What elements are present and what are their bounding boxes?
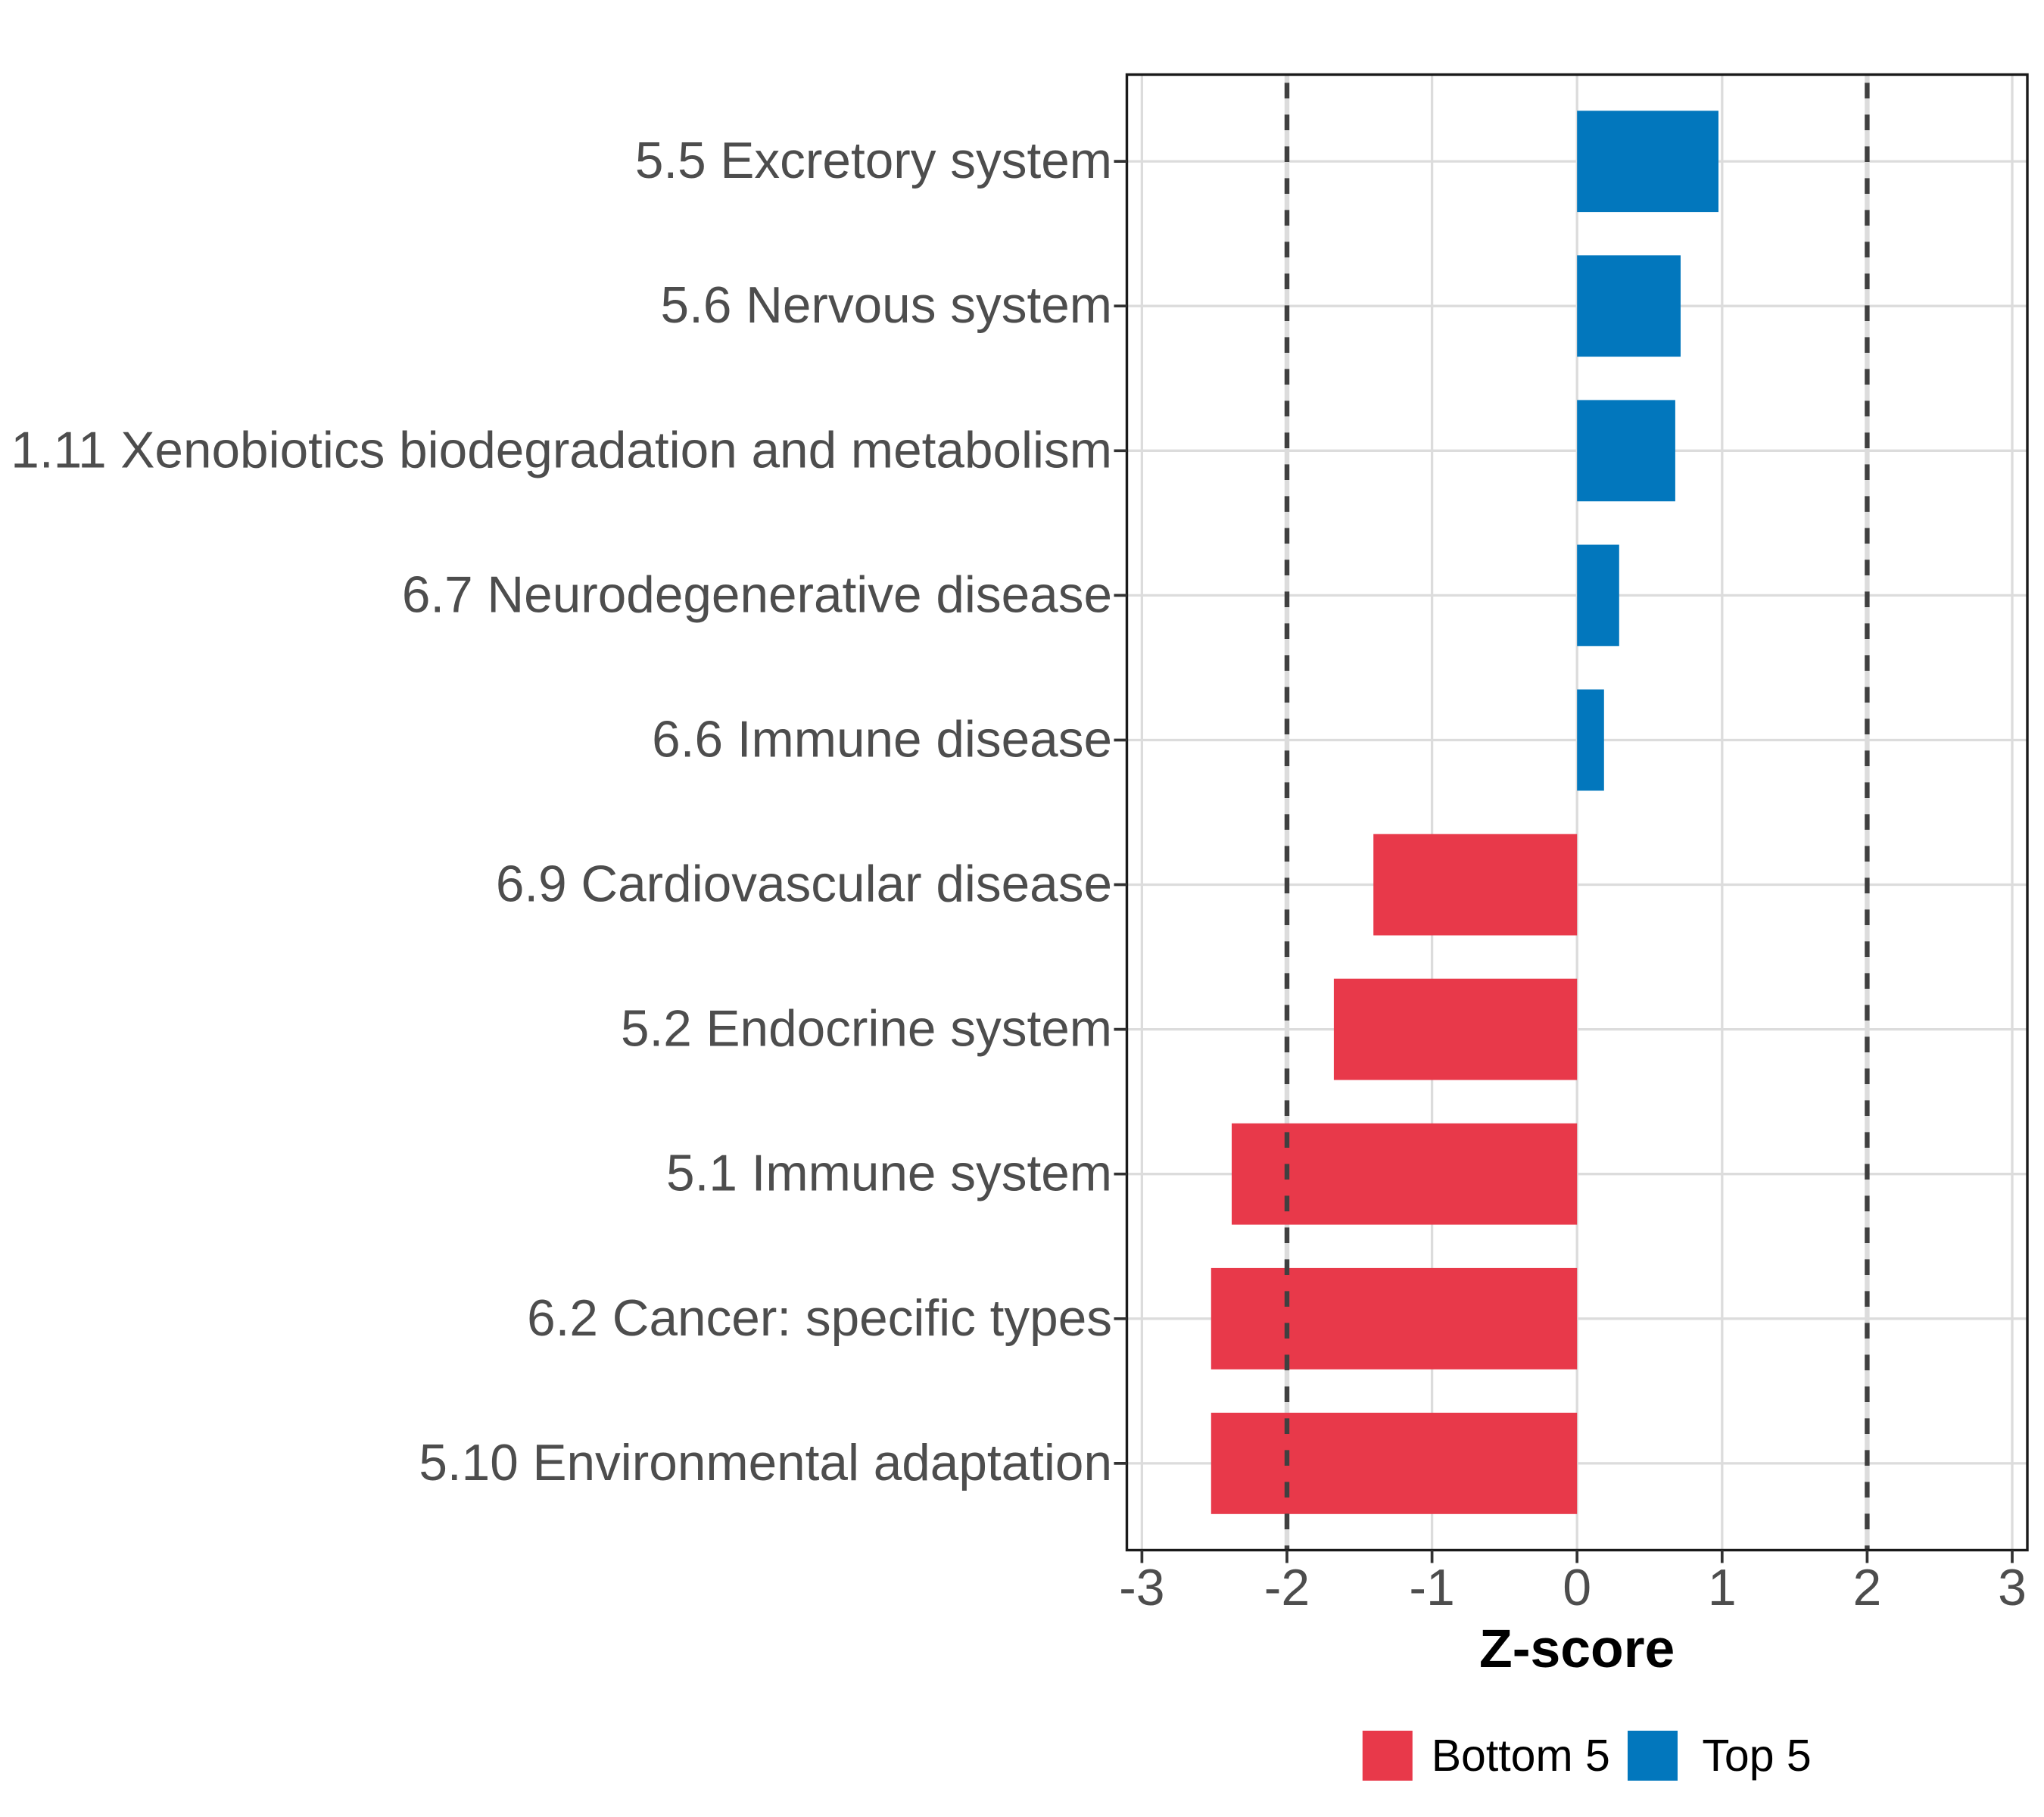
svg-text:-2: -2 [1264, 1559, 1310, 1616]
svg-text:3: 3 [1998, 1559, 2027, 1616]
svg-text:6.2 Cancer: specific types: 6.2 Cancer: specific types [527, 1290, 1112, 1347]
svg-text:1: 1 [1708, 1559, 1737, 1616]
svg-text:Z-score: Z-score [1479, 1619, 1675, 1679]
svg-text:0: 0 [1563, 1559, 1591, 1616]
svg-text:Top 5: Top 5 [1702, 1731, 1811, 1781]
svg-text:-3: -3 [1119, 1559, 1164, 1616]
svg-text:Bottom 5: Bottom 5 [1432, 1731, 1610, 1781]
svg-text:6.6 Immune disease: 6.6 Immune disease [652, 712, 1112, 768]
svg-text:2: 2 [1852, 1559, 1881, 1616]
svg-text:5.2 Endocrine system: 5.2 Endocrine system [621, 1001, 1112, 1058]
svg-text:5.5 Excretory system: 5.5 Excretory system [635, 132, 1112, 189]
svg-text:-1: -1 [1409, 1559, 1454, 1616]
svg-text:5.1 Immune system: 5.1 Immune system [666, 1145, 1112, 1202]
svg-text:6.7 Neurodegenerative disease: 6.7 Neurodegenerative disease [402, 566, 1112, 623]
svg-text:5.6 Nervous system: 5.6 Nervous system [661, 277, 1112, 334]
svg-text:1.11 Xenobiotics biodegradatio: 1.11 Xenobiotics biodegradation and meta… [11, 422, 1112, 478]
svg-text:6.9 Cardiovascular disease: 6.9 Cardiovascular disease [496, 856, 1112, 913]
svg-text:5.10 Environmental adaptation: 5.10 Environmental adaptation [419, 1435, 1112, 1491]
